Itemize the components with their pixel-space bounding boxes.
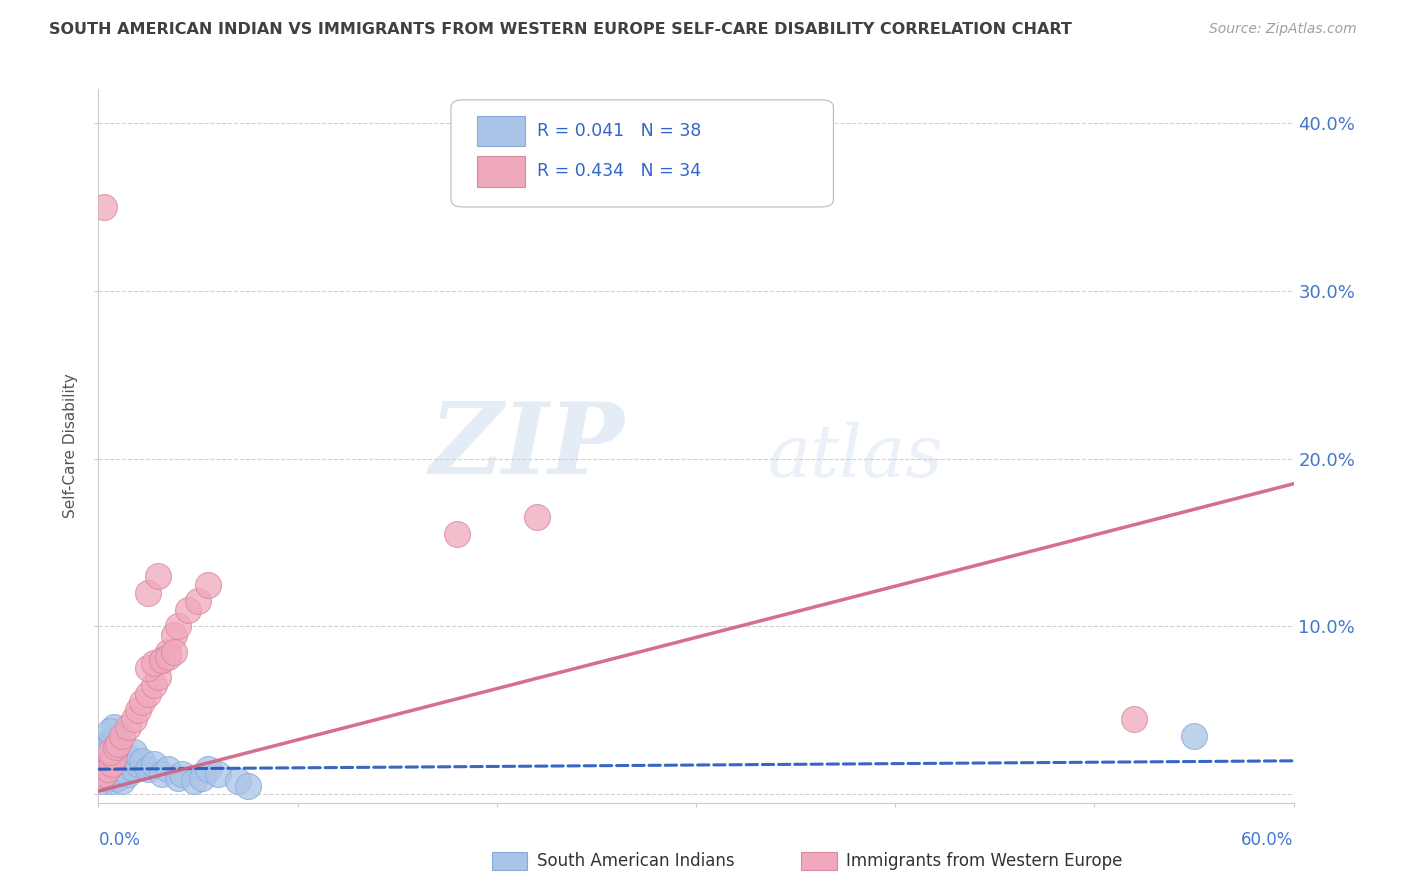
Point	[91, 771, 114, 785]
Point	[107, 737, 129, 751]
Point	[157, 645, 180, 659]
Point	[157, 762, 180, 776]
Text: Source: ZipAtlas.com: Source: ZipAtlas.com	[1209, 22, 1357, 37]
Point	[107, 771, 129, 785]
Point	[172, 767, 194, 781]
Point	[103, 767, 125, 781]
Text: ZIP: ZIP	[429, 398, 624, 494]
Point	[136, 586, 159, 600]
Point	[446, 527, 468, 541]
Point	[105, 740, 128, 755]
Y-axis label: Self-Care Disability: Self-Care Disability	[63, 374, 79, 518]
Point	[148, 569, 170, 583]
Point	[103, 750, 125, 764]
Point	[526, 510, 548, 524]
Point	[111, 774, 134, 789]
Point	[93, 200, 115, 214]
Point	[131, 695, 153, 709]
Point	[93, 774, 115, 789]
Point	[91, 771, 114, 785]
Point	[96, 754, 118, 768]
Point	[93, 767, 115, 781]
Point	[97, 740, 120, 755]
Point	[111, 729, 134, 743]
Point	[101, 757, 124, 772]
Text: South American Indians: South American Indians	[537, 852, 735, 870]
Text: Immigrants from Western Europe: Immigrants from Western Europe	[846, 852, 1123, 870]
Point	[197, 762, 219, 776]
Point	[191, 771, 214, 785]
Point	[100, 771, 122, 785]
Text: R = 0.434   N = 34: R = 0.434 N = 34	[537, 162, 702, 180]
Point	[105, 729, 128, 743]
FancyBboxPatch shape	[451, 100, 834, 207]
Text: 0.0%: 0.0%	[98, 831, 141, 849]
Point	[187, 594, 209, 608]
Point	[136, 762, 159, 776]
Point	[143, 757, 166, 772]
Point	[226, 774, 249, 789]
Point	[1123, 712, 1146, 726]
Point	[157, 649, 180, 664]
Text: SOUTH AMERICAN INDIAN VS IMMIGRANTS FROM WESTERN EUROPE SELF-CARE DISABILITY COR: SOUTH AMERICAN INDIAN VS IMMIGRANTS FROM…	[49, 22, 1073, 37]
Point	[100, 750, 122, 764]
Text: R = 0.041   N = 38: R = 0.041 N = 38	[537, 121, 702, 139]
Point	[96, 767, 118, 781]
Point	[1182, 729, 1205, 743]
Point	[97, 757, 120, 772]
Point	[150, 767, 173, 781]
Point	[101, 746, 124, 760]
Point	[163, 628, 186, 642]
Point	[101, 774, 124, 789]
Point	[97, 762, 120, 776]
Point	[100, 746, 122, 760]
Point	[124, 746, 146, 760]
Point	[163, 645, 186, 659]
Point	[117, 720, 139, 734]
Point	[136, 661, 159, 675]
Point	[131, 754, 153, 768]
Point	[124, 762, 146, 776]
Point	[167, 771, 190, 785]
FancyBboxPatch shape	[477, 156, 524, 187]
Point	[183, 774, 205, 789]
Point	[127, 757, 149, 772]
Text: atlas: atlas	[768, 421, 943, 492]
Point	[207, 767, 229, 781]
Point	[93, 737, 115, 751]
Point	[136, 687, 159, 701]
Point	[143, 657, 166, 671]
Point	[143, 678, 166, 692]
Point	[167, 619, 190, 633]
Point	[177, 603, 200, 617]
Text: 60.0%: 60.0%	[1241, 831, 1294, 849]
Point	[148, 670, 170, 684]
Point	[150, 653, 173, 667]
Point	[97, 762, 120, 776]
Point	[127, 703, 149, 717]
Point	[103, 720, 125, 734]
Point	[124, 712, 146, 726]
Point	[117, 750, 139, 764]
Point	[101, 733, 124, 747]
Point	[150, 653, 173, 667]
Point	[197, 577, 219, 591]
Point	[236, 779, 259, 793]
FancyBboxPatch shape	[477, 116, 524, 146]
Point	[100, 723, 122, 738]
Point	[117, 767, 139, 781]
